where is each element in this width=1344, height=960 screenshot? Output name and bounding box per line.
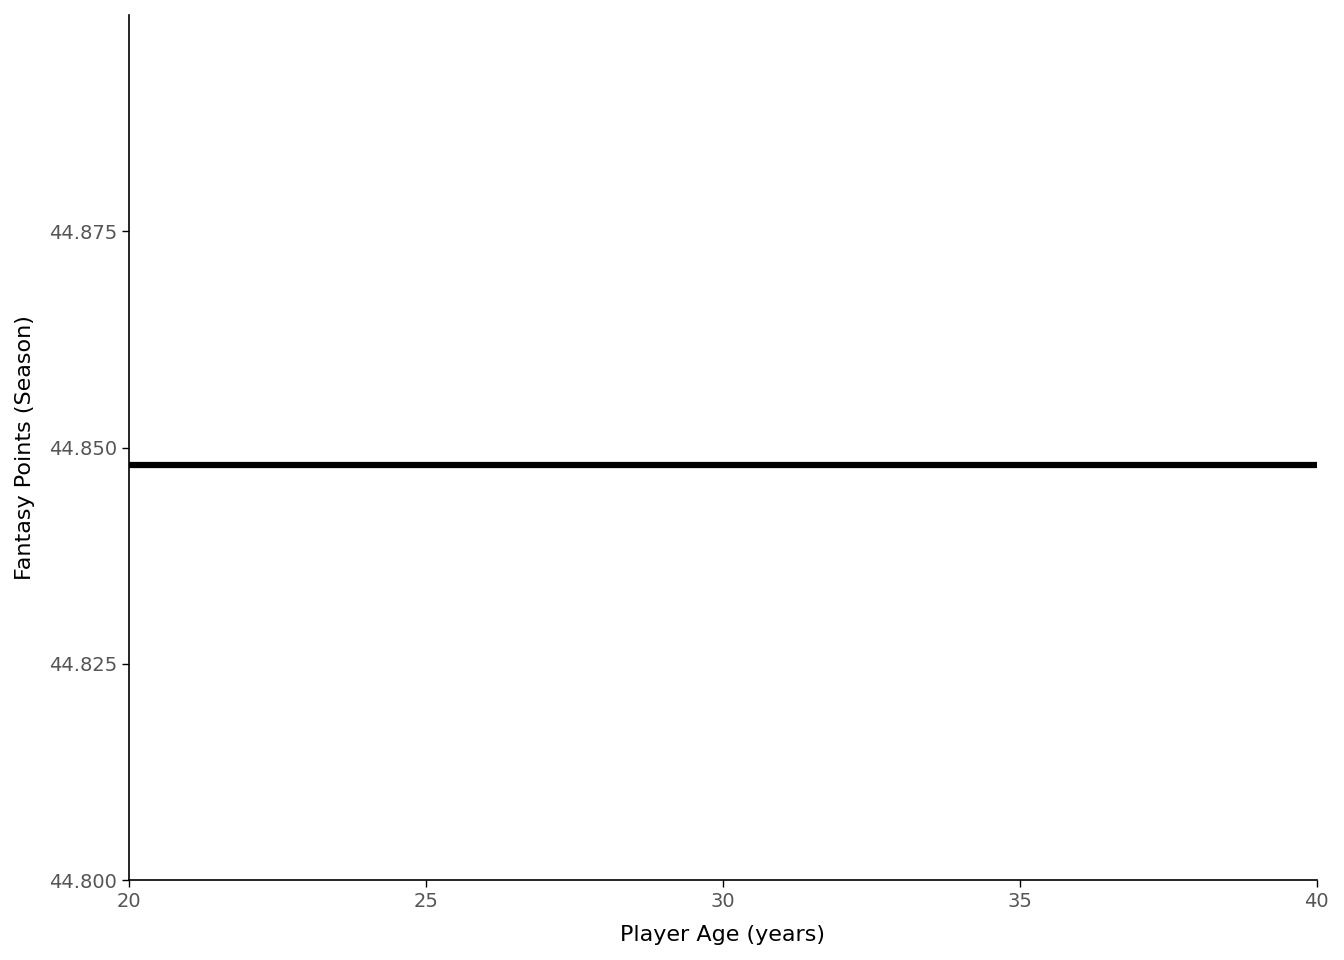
Y-axis label: Fantasy Points (Season): Fantasy Points (Season) bbox=[15, 315, 35, 580]
X-axis label: Player Age (years): Player Age (years) bbox=[621, 925, 825, 945]
